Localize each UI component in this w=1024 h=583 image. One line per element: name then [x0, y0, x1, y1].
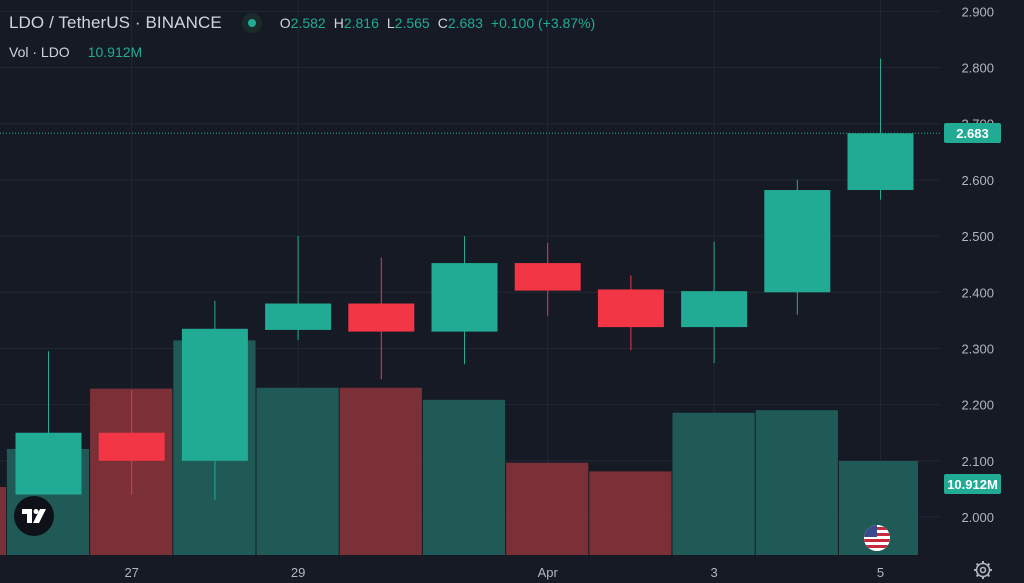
time-tick-label: 27	[124, 565, 138, 580]
symbol-legend: LDO / TetherUS · BINANCE O 2.582 H 2.816…	[9, 11, 603, 35]
candle-body	[514, 263, 581, 291]
time-tick-label: 29	[291, 565, 305, 580]
high-value: 2.816	[343, 15, 379, 31]
candle-body	[597, 289, 664, 328]
settings-gear-icon[interactable]	[973, 560, 993, 580]
close-label: C	[437, 15, 448, 31]
candle-body	[431, 263, 498, 332]
candle-body	[15, 432, 82, 495]
price-tick-label: 2.000	[961, 510, 994, 525]
price-tick-label: 2.200	[961, 398, 994, 413]
volume-bar	[506, 462, 589, 555]
status-dot-icon	[241, 13, 262, 33]
candle-body	[98, 432, 165, 461]
tradingview-logo-icon[interactable]	[14, 496, 54, 536]
volume-bar	[339, 387, 422, 555]
volume-bar	[672, 412, 755, 555]
volume-bar	[589, 471, 672, 555]
price-tick-label: 2.800	[961, 61, 994, 76]
time-tick-label: 5	[877, 565, 884, 580]
high-label: H	[333, 15, 344, 31]
volume-tag: 10.912M	[944, 474, 1001, 494]
volume-legend: Vol · LDO 10.912M	[9, 43, 142, 61]
low-label: L	[386, 15, 395, 31]
time-tick-label: Apr	[538, 565, 559, 580]
price-tick-label: 2.600	[961, 173, 994, 188]
price-tick-label: 2.500	[961, 229, 994, 244]
close-value: 2.683	[447, 15, 483, 31]
ohlc-values: O 2.582 H 2.816 L 2.565 C 2.683 +0.100 (…	[280, 15, 603, 31]
price-tick-label: 2.300	[961, 341, 994, 356]
last-price-tag: 2.683	[944, 123, 1001, 143]
price-tick-label: 2.400	[961, 285, 994, 300]
candle-body	[681, 291, 748, 328]
time-tick-label: 3	[710, 565, 717, 580]
change-value: +0.100 (+3.87%)	[490, 15, 596, 31]
candle-body	[348, 303, 415, 332]
volume-label[interactable]: Vol · LDO	[9, 44, 70, 60]
us-flag-icon[interactable]	[864, 525, 890, 551]
candle-body	[181, 328, 248, 461]
low-value: 2.565	[394, 15, 430, 31]
volume-bar	[422, 399, 506, 555]
open-value: 2.582	[290, 15, 326, 31]
candle-body	[265, 303, 332, 330]
candle-body	[847, 133, 914, 191]
price-tick-label: 2.100	[961, 454, 994, 469]
price-axis: 2.0002.1002.2002.3002.4002.5002.6002.700…	[961, 4, 994, 525]
volume-bar	[0, 487, 6, 555]
symbol-title[interactable]: LDO / TetherUS · BINANCE	[9, 13, 222, 32]
time-axis: 27 29 Apr 3 5	[124, 565, 884, 580]
volume-value: 10.912M	[87, 44, 143, 60]
volume-bar	[256, 387, 339, 555]
candle-body	[764, 190, 831, 293]
price-tick-label: 2.900	[961, 4, 994, 19]
volume-bar	[755, 410, 838, 555]
candles	[15, 58, 914, 501]
open-label: O	[279, 15, 291, 31]
